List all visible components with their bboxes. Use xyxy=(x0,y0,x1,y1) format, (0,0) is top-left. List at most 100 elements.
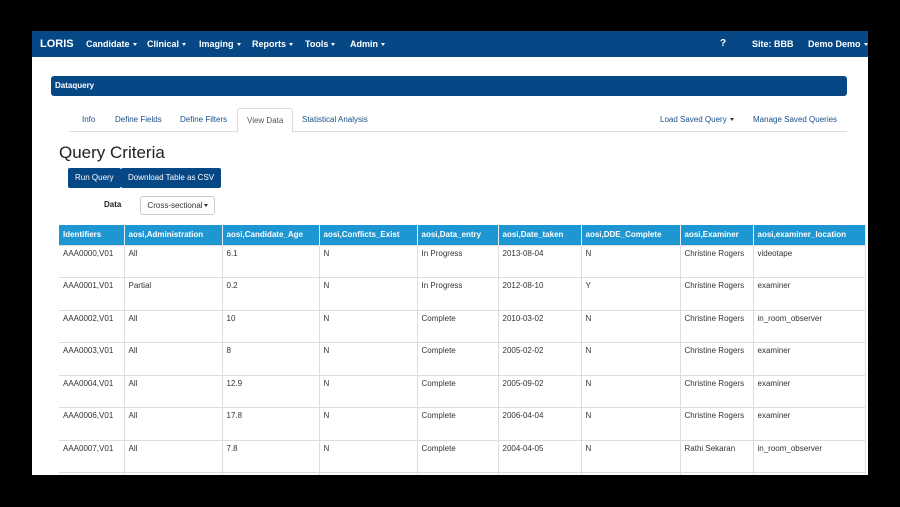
data-type-select[interactable]: Cross-sectional xyxy=(140,196,215,215)
table-cell: videotape xyxy=(753,244,866,278)
table-cell: 10 xyxy=(222,309,320,343)
table-row: AAA0003,V01 All 8 N Complete 2005-02-02 N Chris… xyxy=(59,342,866,375)
table-cell: Christine Rogers xyxy=(680,407,754,440)
table-cell: Partial xyxy=(124,277,223,310)
table-cell: 7.8 xyxy=(222,439,320,473)
table-cell: 2006-01-06 xyxy=(498,472,582,475)
results-table: Identifiers aosi,Administration aosi,Candi… xyxy=(59,225,866,475)
table-row: AAA0007,V01 All 7.8 N Complete 2004-04-05 N Rat… xyxy=(59,439,866,473)
table-cell: 2006-04-04 xyxy=(498,407,582,440)
run-query-button[interactable]: Run Query xyxy=(68,168,121,188)
site-indicator: Site: BBB xyxy=(752,39,794,49)
table-body: AAA0000,V01 All 6.1 N In Progress 2013-08-04 N… xyxy=(59,244,866,475)
column-header[interactable]: aosi,Administration xyxy=(124,225,223,245)
column-header[interactable]: aosi,examiner_location xyxy=(753,225,866,245)
nav-menu-candidate[interactable]: Candidate xyxy=(86,31,137,57)
manage-saved-queries-link[interactable]: Manage Saved Queries xyxy=(753,115,838,124)
user-menu[interactable]: Demo Demo xyxy=(808,31,868,57)
table-cell: N xyxy=(319,342,418,375)
table-cell: AAA0007,V01 xyxy=(59,439,125,473)
column-header[interactable]: aosi,DDE_Complete xyxy=(581,225,681,245)
table-cell: N xyxy=(319,407,418,440)
nav-menu-reports[interactable]: Reports xyxy=(252,31,294,57)
table-cell: AAA0006,V01 xyxy=(59,407,125,440)
table-cell: Rathi Sekaran xyxy=(680,472,754,475)
panel-heading: Dataquery xyxy=(51,76,847,96)
tab-define-fields[interactable]: Define Fields xyxy=(115,115,162,124)
column-header[interactable]: aosi,Conflicts_Exist xyxy=(319,225,418,245)
table-cell: in_room_observer xyxy=(753,309,866,343)
table-cell: N xyxy=(581,472,681,475)
caret-down-icon xyxy=(331,43,336,47)
table-cell: examiner xyxy=(753,277,866,310)
table-cell: 0.2 xyxy=(222,277,320,310)
column-header[interactable]: aosi,Date_taken xyxy=(498,225,582,245)
table-cell: N xyxy=(319,277,418,310)
table-cell: AAA0008,V01 xyxy=(59,472,125,475)
nav-menu-label: Reports xyxy=(252,39,287,49)
table-cell: Christine Rogers xyxy=(680,342,754,375)
table-cell: N xyxy=(319,472,418,475)
table-row: AAA0004,V01 All 12.9 N Complete 2005-09-02 N Ch… xyxy=(59,374,866,408)
select-value: Cross-sectional xyxy=(147,201,203,210)
table-cell: N xyxy=(581,342,681,375)
tab-statistical-analysis[interactable]: Statistical Analysis xyxy=(302,115,368,124)
table-cell: All xyxy=(124,407,223,440)
nav-menu-label: Clinical xyxy=(147,39,180,49)
help-icon[interactable]: ? xyxy=(720,38,727,49)
table-cell: 17.8 xyxy=(222,407,320,440)
tab-define-filters[interactable]: Define Filters xyxy=(180,115,228,124)
column-header[interactable]: aosi,Candidate_Age xyxy=(222,225,320,245)
table-cell: 2005-02-02 xyxy=(498,342,582,375)
column-header[interactable]: aosi,Data_entry xyxy=(417,225,499,245)
table-row: AAA0001,V01 Partial 0.2 N In Progress 2012-08… xyxy=(59,277,866,310)
table-cell: All xyxy=(124,309,223,343)
top-navbar: LORIS Candidate Clinical Imaging Reports… xyxy=(32,31,868,57)
table-cell: in_room_observer xyxy=(753,439,866,473)
table-cell: N xyxy=(581,309,681,343)
table-row: AAA0008,V01All12.8NComplete2006-01-06NRa… xyxy=(59,472,866,475)
table-cell: Complete xyxy=(417,472,499,475)
caret-down-icon xyxy=(132,43,137,47)
table-cell: N xyxy=(319,374,418,408)
table-cell: 8 xyxy=(222,342,320,375)
tab-bar: Info Define Fields Define Filters View D… xyxy=(69,108,847,133)
table-cell: Christine Rogers xyxy=(680,277,754,310)
table-cell: Rathi Sekaran xyxy=(680,439,754,473)
table-cell: AAA0002,V01 xyxy=(59,309,125,343)
table-row: AAA0006,V01 All 17.8 N Complete 2006-04-04 N Ch… xyxy=(59,407,866,440)
caret-down-icon xyxy=(863,43,868,47)
table-cell: N xyxy=(581,407,681,440)
dropdown-label: Load Saved Query xyxy=(660,115,727,124)
tab-info[interactable]: Info xyxy=(82,115,96,124)
table-cell: examiner xyxy=(753,407,866,440)
nav-menu-tools[interactable]: Tools xyxy=(305,31,336,57)
table-cell: All xyxy=(124,342,223,375)
table-cell: N xyxy=(581,374,681,408)
download-csv-button[interactable]: Download Table as CSV xyxy=(121,168,222,188)
load-saved-query-dropdown[interactable]: Load Saved Query xyxy=(651,108,743,132)
caret-down-icon xyxy=(381,43,385,47)
table-cell: Y xyxy=(581,277,681,310)
table-cell: Complete xyxy=(417,374,499,408)
caret-down-icon xyxy=(182,43,187,47)
user-name: Demo Demo xyxy=(808,39,861,49)
caret-down-icon xyxy=(236,43,241,47)
nav-menu-clinical[interactable]: Clinical xyxy=(147,31,187,57)
nav-menu-admin[interactable]: Admin xyxy=(350,31,385,57)
nav-menu-imaging[interactable]: Imaging xyxy=(199,31,241,57)
loris-brand-link[interactable]: LORIS xyxy=(40,38,74,50)
table-cell: All xyxy=(124,472,223,475)
caret-down-icon xyxy=(289,43,294,47)
caret-down-icon xyxy=(203,204,208,208)
table-cell: N xyxy=(581,439,681,473)
column-header[interactable]: Identifiers xyxy=(59,225,125,245)
browser-screen: LORIS Candidate Clinical Imaging Reports… xyxy=(32,31,868,475)
nav-menu-label: Admin xyxy=(350,39,378,49)
nav-menu-label: Imaging xyxy=(199,39,234,49)
column-header[interactable]: aosi,Examiner xyxy=(680,225,754,245)
table-cell: Christine Rogers xyxy=(680,374,754,408)
table-cell: N xyxy=(319,439,418,473)
table-cell: 2010-03-02 xyxy=(498,309,582,343)
tab-view-data[interactable]: View Data xyxy=(237,108,294,133)
